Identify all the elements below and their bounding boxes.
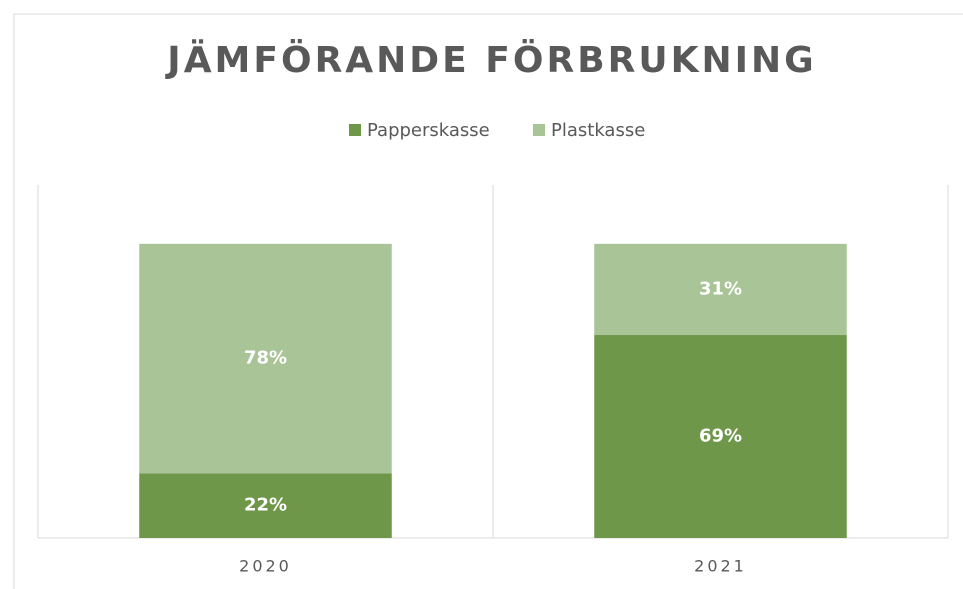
data-label: 69% xyxy=(699,426,742,447)
bar-segment xyxy=(139,473,392,538)
x-tick-label: 2021 xyxy=(694,557,747,576)
chart-title: JÄMFÖRANDE FÖRBRUKNING xyxy=(164,39,816,81)
data-label: 78% xyxy=(244,348,287,369)
legend-swatch xyxy=(349,124,361,136)
data-label: 22% xyxy=(244,495,287,516)
chart-border xyxy=(13,13,963,589)
legend-swatch xyxy=(533,124,545,136)
legend-label: Papperskasse xyxy=(367,120,490,141)
x-tick-label: 2020 xyxy=(239,557,292,576)
legend-label: Plastkasse xyxy=(551,120,645,141)
bar-segment xyxy=(594,335,847,538)
data-label: 31% xyxy=(699,278,742,299)
bar-segment xyxy=(594,243,847,336)
bar-segment xyxy=(139,243,392,474)
